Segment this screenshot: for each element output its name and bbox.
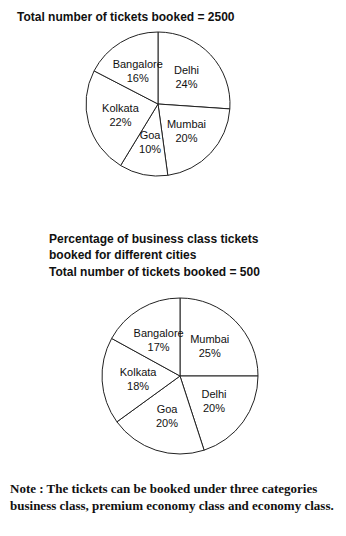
svg-text:Delhi: Delhi: [174, 64, 199, 76]
svg-text:Kolkata: Kolkata: [120, 366, 158, 378]
svg-text:Bangalore: Bangalore: [113, 58, 163, 70]
svg-text:Delhi: Delhi: [201, 388, 226, 400]
svg-text:20%: 20%: [203, 402, 225, 414]
svg-text:Percentage of business class t: Percentage of business class tickets: [49, 232, 262, 246]
svg-text:20%: 20%: [156, 417, 178, 429]
svg-text:Total number of tickets booked: Total number of tickets booked = 2500: [17, 10, 235, 24]
svg-text:Goa: Goa: [140, 129, 162, 141]
svg-text:booked for different cities: booked for different cities: [49, 248, 197, 262]
svg-text:Kolkata: Kolkata: [102, 102, 140, 114]
svg-text:Total number of tickets booked: Total number of tickets booked = 500: [49, 265, 260, 279]
svg-text:24%: 24%: [175, 78, 197, 90]
svg-text:Bangalore: Bangalore: [134, 327, 184, 339]
svg-text:Goa: Goa: [157, 403, 179, 415]
svg-text:Mumbai: Mumbai: [167, 118, 206, 130]
svg-text:16%: 16%: [127, 72, 149, 84]
svg-text:25%: 25%: [199, 347, 221, 359]
svg-text:22%: 22%: [109, 116, 131, 128]
svg-text:18%: 18%: [127, 380, 149, 392]
svg-text:20%: 20%: [175, 132, 197, 144]
svg-text:Mumbai: Mumbai: [190, 333, 229, 345]
svg-text:17%: 17%: [148, 341, 170, 353]
svg-text:10%: 10%: [139, 143, 161, 155]
html-text:Note : The tickets can be book: Note : The tickets can be booked under t…: [10, 481, 334, 513]
